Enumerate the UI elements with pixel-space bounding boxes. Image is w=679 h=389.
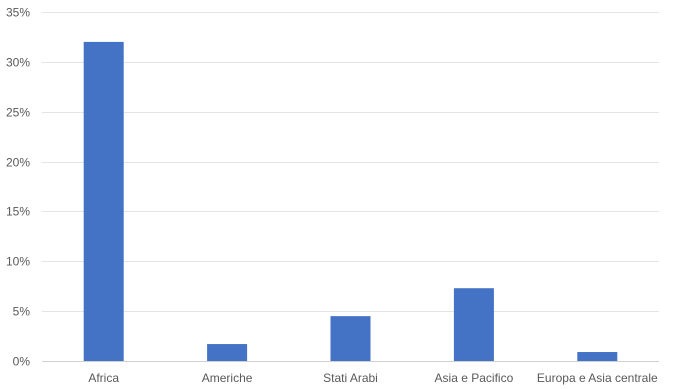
- bar-stati-arabi: [330, 316, 371, 361]
- y-tick-label: 25%: [6, 106, 30, 120]
- y-tick-label: 15%: [6, 205, 30, 219]
- y-tick-label: 20%: [6, 156, 30, 170]
- y-tick-label: 35%: [6, 6, 30, 20]
- x-axis-labels: Africa Americhe Stati Arabi Asia e Pacifico…: [88, 371, 658, 385]
- bar-africa: [83, 41, 124, 362]
- bar-europa-e-asia-centrale: [577, 352, 618, 361]
- bar-asia-e-pacifico: [453, 288, 494, 361]
- x-tick-label: Asia e Pacifico: [435, 371, 514, 385]
- y-tick-label: 30%: [6, 56, 30, 70]
- bar-americhe: [207, 344, 248, 361]
- y-axis-ticks: 0% 5% 10% 15% 20% 25% 30% 35%: [6, 6, 30, 369]
- gridlines: [42, 12, 659, 362]
- y-tick-label: 10%: [6, 255, 30, 269]
- x-tick-label: Stati Arabi: [323, 371, 378, 385]
- x-tick-label: Americhe: [202, 371, 253, 385]
- x-tick-label: Africa: [88, 371, 119, 385]
- y-tick-label: 5%: [13, 305, 31, 319]
- x-tick-label: Europa e Asia centrale: [537, 371, 658, 385]
- y-tick-label: 0%: [13, 355, 31, 369]
- bars: [83, 41, 618, 362]
